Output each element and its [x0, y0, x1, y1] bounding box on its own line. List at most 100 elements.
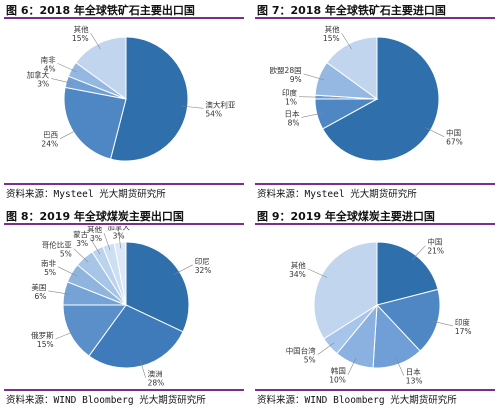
- slice-value-label: 5%: [44, 268, 56, 277]
- label-leader-line: [57, 266, 78, 277]
- slice-name-label: 日本: [285, 108, 300, 118]
- label-leader-line: [347, 357, 357, 375]
- slice-value-label: 8%: [288, 118, 300, 127]
- slice-name-label: 日本: [406, 367, 421, 377]
- slice-name-label: 中国: [446, 128, 461, 138]
- slice-name-label: 蒙古: [73, 229, 88, 239]
- pie-slice: [321, 36, 440, 162]
- slice-value-label: 34%: [289, 270, 306, 279]
- label-leader-line: [425, 127, 445, 137]
- slice-name-label: 其他: [74, 24, 89, 34]
- slice-name-label: 南非: [41, 258, 56, 268]
- label-leader-line: [307, 268, 328, 278]
- label-leader-line: [89, 238, 101, 255]
- slice-name-label: 韩国: [331, 366, 346, 376]
- label-leader-line: [57, 63, 78, 73]
- slice-value-label: 5%: [60, 250, 72, 259]
- chart-source: 资料来源：Mysteel 光大期货研究所: [257, 189, 417, 200]
- slice-value-label: 3%: [76, 239, 88, 248]
- slice-name-label: 其他: [87, 226, 102, 234]
- pie-slice: [125, 241, 190, 333]
- slice-value-label: 3%: [37, 79, 49, 88]
- chart-source: 资料来源：Mysteel 光大期货研究所: [6, 189, 166, 200]
- slice-value-label: 6%: [34, 292, 46, 301]
- label-leader-line: [48, 290, 71, 295]
- slice-value-label: 3%: [113, 231, 125, 240]
- label-leader-line: [431, 320, 453, 327]
- label-leader-line: [59, 128, 79, 139]
- source-divider: [255, 389, 495, 391]
- slice-name-label: 巴西: [43, 131, 58, 140]
- slice-value-label: 1%: [285, 98, 297, 107]
- slice-value-label: 17%: [455, 327, 472, 336]
- label-leader-line: [90, 32, 101, 50]
- label-leader-line: [301, 112, 323, 118]
- slice-name-label: 澳大利亚: [205, 99, 235, 109]
- label-leader-line: [341, 32, 352, 50]
- slice-name-label: 澳洲: [148, 369, 163, 379]
- slice-name-label: 南非: [41, 54, 56, 64]
- pie-slice: [376, 241, 439, 306]
- slice-value-label: 9%: [290, 75, 302, 84]
- chart-panel-fig8: 图 8：2019 年全球煤炭主要出口国 印尼 32% 澳洲 28% 俄罗斯 15% 美国 6%…: [4, 206, 244, 411]
- label-leader-line: [139, 360, 146, 378]
- pie-slice: [75, 36, 127, 100]
- slice-name-label: 加拿大: [107, 226, 130, 231]
- title-divider: [255, 17, 495, 19]
- pie-chart-coal-exporters: 印尼32%澳洲28%俄罗斯15%美国6%南非5%哥伦比亚5%蒙古3%其他3%加拿…: [31, 226, 212, 388]
- title-divider: [255, 223, 495, 225]
- source-divider: [4, 183, 244, 185]
- pie-slice: [88, 304, 184, 369]
- slice-value-label: 15%: [37, 340, 54, 349]
- label-leader-line: [396, 358, 405, 376]
- slice-value-label: 21%: [427, 247, 444, 256]
- slice-name-label: 欧盟28国: [270, 65, 302, 75]
- label-leader-line: [55, 330, 76, 340]
- slice-name-label: 中国: [427, 237, 442, 247]
- label-leader-line: [303, 73, 325, 81]
- chart-title: 图 6：2018 年全球铁矿石主要出口国: [6, 4, 195, 17]
- chart-panel-fig6: 图 6：2018 年全球铁矿石主要出口国 澳大利亚 54% 巴西 24% 加拿大 3% 南非…: [4, 0, 244, 205]
- slice-name-label: 印度: [455, 317, 470, 327]
- slice-name-label: 美国: [31, 282, 46, 292]
- slice-value-label: 28%: [148, 379, 165, 388]
- source-divider: [4, 389, 244, 391]
- slice-name-label: 印尼: [195, 257, 210, 266]
- slice-value-label: 10%: [329, 376, 346, 385]
- label-leader-line: [317, 342, 335, 355]
- chart-source: 资料来源：WIND Bloomberg 光大期货研究所: [6, 395, 206, 406]
- slice-value-label: 15%: [323, 34, 340, 43]
- slice-name-label: 中国台湾: [286, 346, 316, 356]
- chart-title: 图 8：2019 年全球煤炭主要出口国: [6, 210, 184, 223]
- label-leader-line: [298, 96, 322, 98]
- source-divider: [255, 183, 495, 185]
- slice-value-label: 15%: [72, 34, 89, 43]
- slice-value-label: 24%: [41, 140, 58, 149]
- slice-value-label: 4%: [44, 64, 56, 73]
- chart-title: 图 7：2018 年全球铁矿石主要进口国: [257, 4, 446, 17]
- slice-name-label: 其他: [325, 24, 340, 34]
- chart-title: 图 9：2019 年全球煤炭主要进口国: [257, 210, 435, 223]
- slice-value-label: 13%: [406, 377, 423, 386]
- slice-value-label: 5%: [304, 356, 316, 365]
- slice-value-label: 3%: [90, 234, 102, 243]
- label-leader-line: [411, 245, 426, 261]
- title-divider: [4, 223, 244, 225]
- pie-slice: [326, 36, 378, 100]
- pie-slice: [62, 304, 127, 357]
- label-leader-line: [181, 105, 204, 109]
- slice-name-label: 加拿大: [27, 69, 50, 79]
- label-leader-line: [173, 264, 193, 275]
- chart-panel-fig9: 图 9：2019 年全球煤炭主要进口国 中国 21% 印度 17% 日本 13% 韩国 10%…: [255, 206, 495, 411]
- chart-source: 资料来源：WIND Bloomberg 光大期货研究所: [257, 395, 457, 406]
- pie-slice: [313, 241, 378, 340]
- slice-value-label: 67%: [446, 138, 463, 147]
- slice-name-label: 哥伦比亚: [42, 240, 72, 250]
- label-leader-line: [51, 78, 73, 84]
- label-leader-line: [73, 248, 89, 263]
- label-leader-line: [118, 230, 121, 249]
- slice-value-label: 32%: [195, 266, 212, 275]
